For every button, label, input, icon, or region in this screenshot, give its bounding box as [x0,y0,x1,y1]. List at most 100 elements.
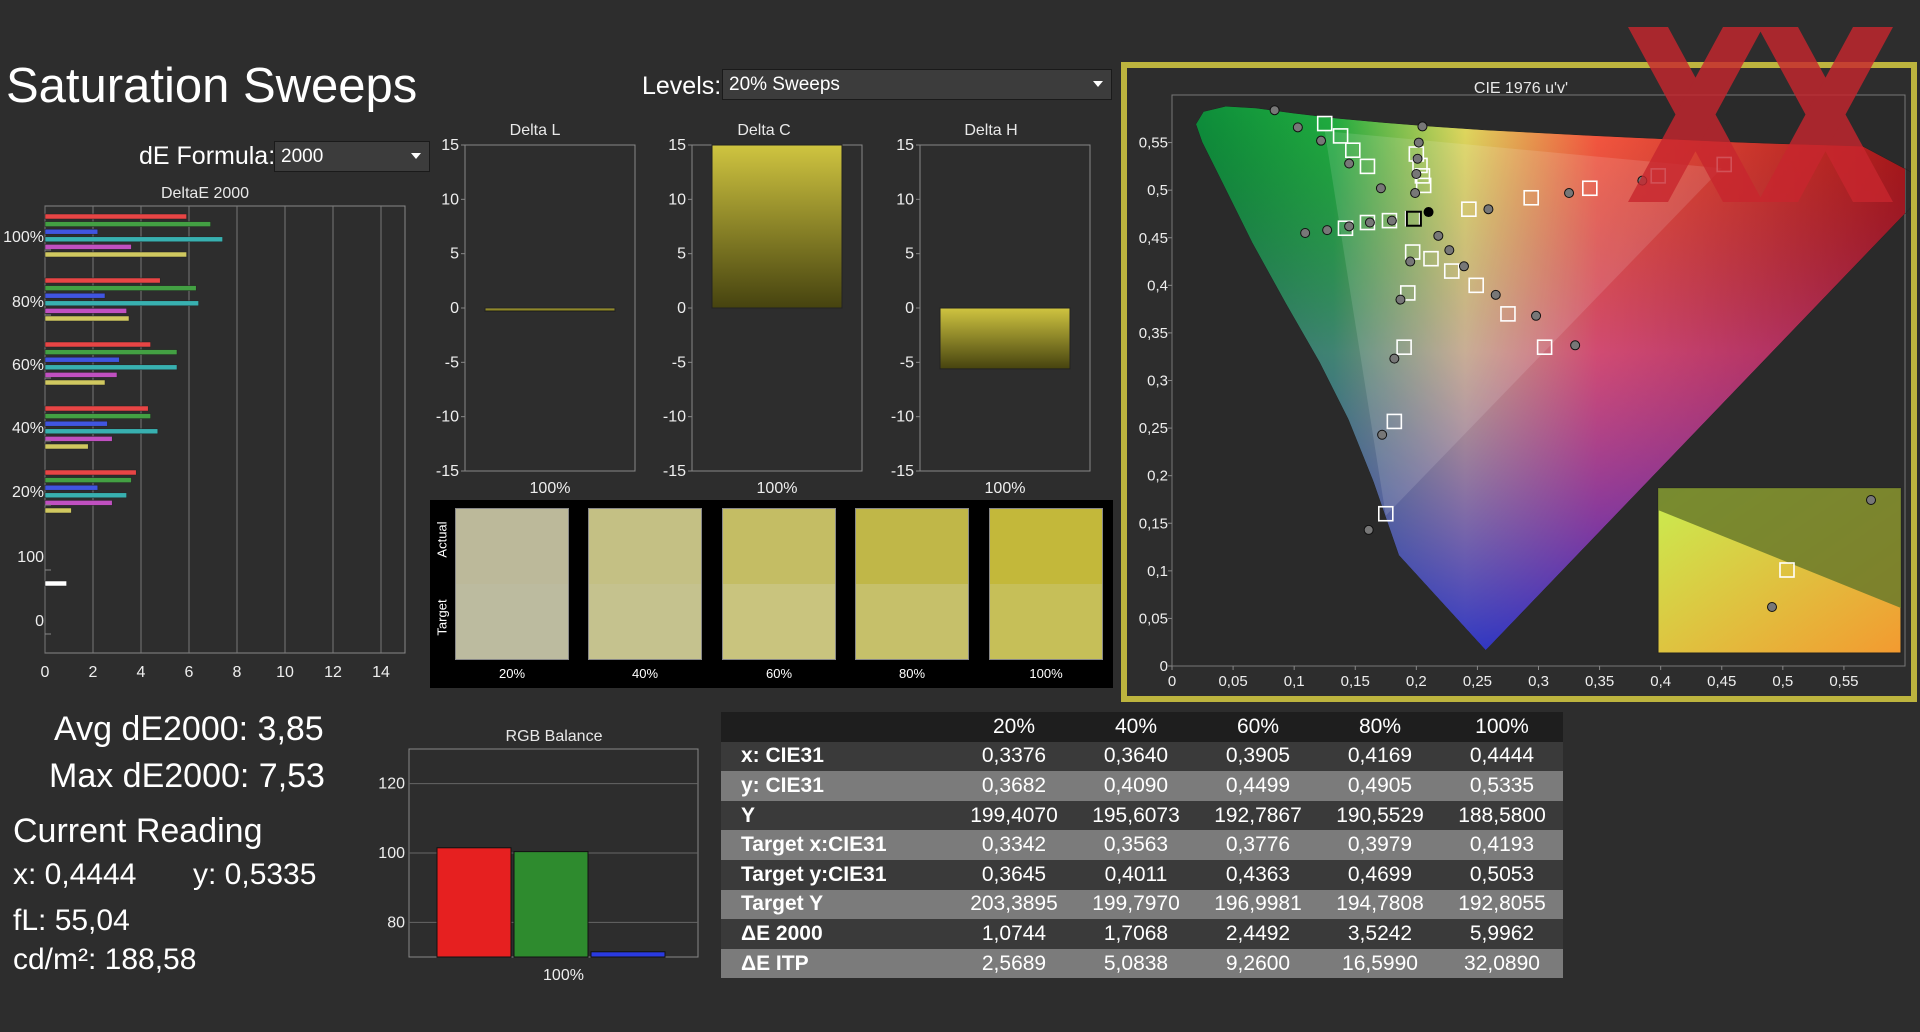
swatch [455,508,569,660]
cie-y-tick: 0,05 [1139,610,1168,627]
cie-x-tick: 0,45 [1707,673,1736,690]
measured-marker [1413,137,1424,148]
table-cell: 0,3905 [1225,744,1291,768]
deltae-bar [44,251,187,258]
delta-category: 100% [985,480,1026,495]
deltae-group-label: 100% [3,229,44,246]
table-cell: 0,3776 [1225,833,1291,857]
measured-marker [1395,294,1406,305]
rgb-bar [590,951,666,958]
delta-charts: 15 10 5 0 -5 -10 -15 100% 15 10 5 0 -5 -10 -15 100% 15 10… [436,137,1091,495]
table-row: y: CIE31 0,3682 0,4090 0,4499 0,4905 0,5335 [721,771,1563,801]
readings-table-wrap: 20% 40% 60% 80% 100% x: CIE31 0,3376 0,364… [721,712,1563,979]
table-cell: 192,7867 [1214,803,1302,827]
target-marker [1316,115,1333,132]
deltae-bar [44,300,199,307]
cie-title: CIE 1976 u'v' [1473,80,1569,97]
current-measured-marker [1423,207,1434,218]
measured-marker [1344,158,1355,169]
inset-measured-marker [1767,602,1777,612]
deltae-x-tick: 8 [233,664,242,681]
target-marker [1468,277,1484,294]
table-header: 80% [1358,714,1402,738]
delta-bar [711,144,843,309]
measured-marker [1292,122,1303,133]
gamut-triangle-highlight [1324,131,1722,516]
table-corner [721,712,953,742]
measured-marker [1300,227,1311,238]
deltae-x-tick: 12 [324,664,342,681]
table-cell: 196,9981 [1214,892,1302,916]
table-cell: 203,3895 [970,892,1058,916]
target-marker [1443,263,1460,279]
target-marker [1396,339,1412,355]
table-cell: 0,4193 [1469,833,1535,857]
delta-y-tick: -15 [891,463,914,480]
table-cell: 5,9962 [1469,921,1535,945]
measured-marker [1483,204,1494,215]
current-fl: fL: 55,04 [13,904,130,937]
current-x: x: 0,4444 [13,858,137,891]
deltae-x-tick: 4 [137,664,146,681]
rgb-category: 100% [543,967,584,984]
table-cell: 0,3640 [1103,744,1169,768]
cie-y-tick: 0,1 [1147,563,1168,580]
measured-marker [1344,221,1355,232]
cie-x-tick: 0,05 [1218,673,1247,690]
table-row-label: ΔE 2000 [741,921,823,945]
deltae-bar [44,469,137,476]
table-cell: 0,3376 [981,744,1047,768]
deltae-bar [44,428,159,435]
table-header: 20% [992,714,1036,738]
delta-y-tick: 15 [668,137,686,154]
table-cell: 0,5053 [1469,862,1535,886]
swatch-actual [589,509,701,584]
cie-x-tick: 0,35 [1585,673,1614,690]
rgb-y-tick: 100 [378,845,405,862]
table-row: x: CIE31 0,3376 0,3640 0,3905 0,4169 0,4444 [721,741,1563,772]
deltae-x-tick: 0 [41,664,50,681]
table-row-label: ΔE ITP [741,951,809,975]
delta-c-title: Delta C [737,122,791,139]
delta-y-tick: 5 [677,246,686,263]
measured-marker [1375,183,1386,194]
table-cell: 1,7068 [1103,921,1169,945]
table-row-label: x: CIE31 [741,744,824,768]
table-cell: 188,5800 [1458,803,1546,827]
levels-select[interactable]: 20% Sweeps [722,69,1112,100]
swatch-label: 40% [631,666,659,681]
rgb-bar [513,851,589,958]
measured-marker [1389,353,1400,364]
table-row: ΔE 2000 1,0744 1,7068 2,4492 3,5242 5,9962 [721,919,1563,949]
delta-y-tick: -15 [436,463,459,480]
table-cell: 0,4090 [1103,773,1169,797]
table-cell: 0,4444 [1469,744,1535,768]
cie-y-tick: 0 [1160,658,1168,675]
deltae-bar [44,308,127,314]
table-cell: 0,4499 [1225,773,1291,797]
table-row: Target Y 203,3895 199,7970 196,9981 194,7808… [721,889,1563,920]
target-marker [1523,189,1539,206]
delta-y-tick: 15 [441,137,459,154]
de-formula-select[interactable]: 2000 [274,141,430,172]
inset-target-marker [1779,562,1795,578]
deltae-bar [44,341,151,348]
delta-y-tick: -5 [900,354,914,371]
delta-category: 100% [530,480,571,495]
table-header: 100% [1475,714,1529,738]
deltae-x-tick: 2 [89,664,98,681]
inset-outside-area [1658,488,1901,608]
deltae-bar [44,213,187,220]
deltae-bar [44,477,132,483]
table-cell: 9,2600 [1225,951,1291,975]
cie-y-tick: 0,45 [1139,230,1168,247]
deltae-bar [44,292,106,299]
delta-y-tick: 5 [905,246,914,263]
target-marker [1377,505,1394,522]
deltae-bar [44,413,151,419]
cie-y-tick: 0,25 [1139,420,1168,437]
measured-marker [1570,340,1581,351]
deltae-chart-title: DeltaE 2000 [160,185,250,202]
deltae-bar [44,443,89,450]
measured-marker [1412,153,1423,164]
